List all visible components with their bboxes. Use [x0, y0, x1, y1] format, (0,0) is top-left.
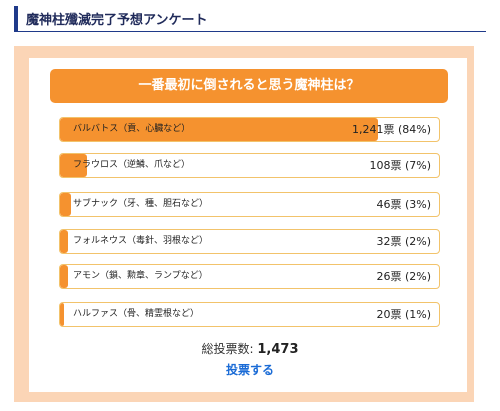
vote-unit: 票 — [390, 235, 402, 248]
poll-panel — [29, 58, 467, 392]
poll-option[interactable]: サブナック（牙、種、胆石など） 46票 (3%) — [59, 192, 440, 217]
result-bar — [60, 193, 72, 216]
vote-percent: (3%) — [404, 198, 431, 211]
poll-option-result: 32票 (2%) — [376, 230, 431, 253]
vote-percent: (2%) — [404, 270, 431, 283]
vote-count: 20 — [376, 308, 391, 321]
result-bar — [60, 118, 379, 141]
result-bar — [60, 303, 64, 326]
vote-unit: 票 — [390, 270, 402, 283]
poll-option-label: ハルファス（骨、精霊根など） — [73, 309, 200, 319]
poll-option[interactable]: アモン（鎖、勲章、ランプなど） 26票 (2%) — [59, 264, 440, 289]
vote-percent: (2%) — [404, 235, 431, 248]
total-votes-value: 1,473 — [257, 342, 299, 357]
poll-option-label: バルバトス（貢、心臓など） — [73, 124, 191, 134]
poll-option[interactable]: フォルネウス（毒針、羽根など） 32票 (2%) — [59, 229, 440, 254]
poll-option-label: フォルネウス（毒針、羽根など） — [73, 236, 209, 246]
vote-percent: (84%) — [397, 123, 431, 136]
vote-count: 108 — [369, 159, 391, 172]
vote-count: 1,241 — [351, 123, 384, 136]
poll-option-label: アモン（鎖、勲章、ランプなど） — [73, 271, 208, 281]
vote-unit: 票 — [390, 308, 402, 321]
poll-option[interactable]: フラウロス（逆鱗、爪など） 108票 (7%) — [59, 153, 440, 178]
vote-count: 26 — [376, 270, 391, 283]
result-bar — [60, 154, 87, 177]
vote-button[interactable]: 投票する — [225, 363, 274, 377]
poll-option-label: フラウロス（逆鱗、爪など） — [73, 160, 191, 170]
vote-count: 32 — [376, 235, 391, 248]
vote-count: 46 — [376, 198, 391, 211]
result-bar — [60, 230, 68, 253]
poll-header: 魔神柱殲滅完了予想アンケート — [14, 6, 486, 32]
total-votes: 総投票数: 1,473 — [0, 340, 500, 357]
poll-option-result: 20票 (1%) — [376, 303, 431, 326]
poll-option[interactable]: ハルファス（骨、精霊根など） 20票 (1%) — [59, 302, 440, 327]
vote-unit: 票 — [390, 159, 402, 172]
poll-option-result: 1,241票 (84%) — [352, 118, 431, 141]
poll-option-label: サブナック（牙、種、胆石など） — [73, 199, 209, 209]
vote-percent: (1%) — [404, 308, 431, 321]
vote-percent: (7%) — [404, 159, 431, 172]
vote-unit: 票 — [390, 198, 402, 211]
poll-option[interactable]: バルバトス（貢、心臓など） 1,241票 (84%) — [59, 117, 440, 142]
poll-option-result: 108票 (7%) — [369, 154, 431, 177]
vote-unit: 票 — [383, 123, 395, 136]
poll-option-result: 26票 (2%) — [376, 265, 431, 288]
result-bar — [60, 265, 68, 288]
poll-question: 一番最初に倒されると思う魔神柱は？ — [50, 69, 448, 103]
poll-header-title: 魔神柱殲滅完了予想アンケート — [26, 13, 208, 28]
total-votes-label: 総投票数: — [201, 342, 254, 356]
poll-option-result: 46票 (3%) — [376, 193, 431, 216]
